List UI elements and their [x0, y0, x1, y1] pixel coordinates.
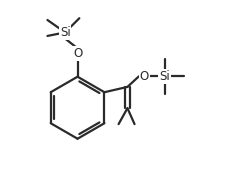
Text: Si: Si — [159, 70, 169, 83]
Text: O: O — [139, 70, 148, 83]
Text: Si: Si — [59, 26, 70, 39]
Text: O: O — [73, 47, 82, 60]
